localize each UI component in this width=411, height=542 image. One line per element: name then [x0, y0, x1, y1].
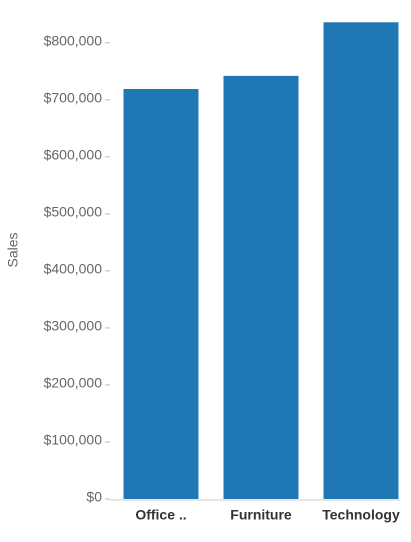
x-tick-label: Furniture: [230, 507, 292, 523]
y-tick-label: $400,000: [44, 261, 103, 277]
x-tick-label: Office ..: [135, 507, 186, 523]
y-tick-label: $0: [86, 489, 102, 505]
bar: [223, 75, 299, 499]
y-tick-label: $200,000: [44, 375, 103, 391]
x-tick-label: Technology: [322, 507, 400, 523]
y-tick-label: $800,000: [44, 33, 103, 49]
y-tick-label: $100,000: [44, 432, 103, 448]
bar: [323, 22, 399, 500]
y-tick-label: $300,000: [44, 318, 103, 334]
y-axis-label: Sales: [5, 232, 21, 267]
y-tick-label: $500,000: [44, 204, 103, 220]
y-tick-label: $600,000: [44, 147, 103, 163]
bar: [123, 88, 199, 499]
y-tick-label: $700,000: [44, 90, 103, 106]
